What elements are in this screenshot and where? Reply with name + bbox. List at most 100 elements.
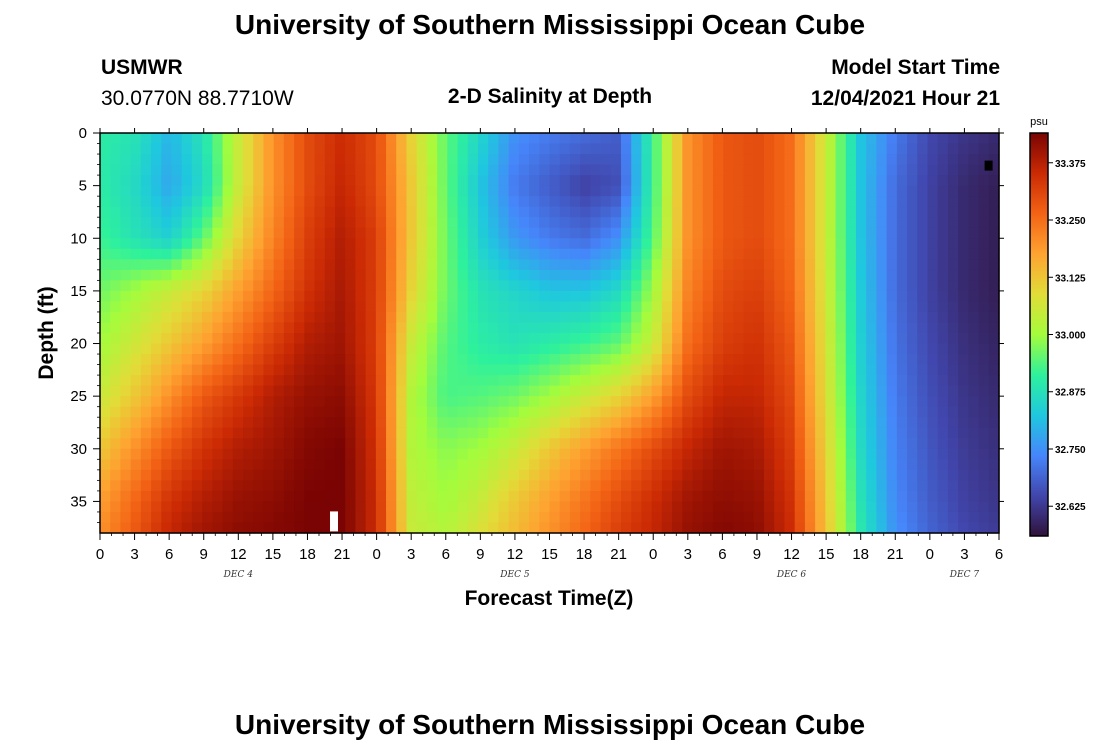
heatmap-cell — [794, 417, 806, 429]
heatmap-cell — [702, 469, 714, 481]
heatmap-cell — [835, 143, 847, 155]
heatmap-cell — [263, 164, 275, 176]
heatmap-cell — [682, 448, 694, 460]
heatmap-cell — [753, 227, 765, 239]
x-tick-label: 15 — [818, 546, 835, 563]
heatmap-cell — [692, 417, 704, 429]
heatmap-cell — [774, 511, 786, 524]
heatmap-cell — [733, 154, 745, 166]
heatmap-cell — [702, 311, 714, 324]
heatmap-cell — [978, 322, 990, 334]
heatmap-cell — [907, 385, 918, 397]
heatmap-cell — [508, 175, 520, 187]
heatmap-cell — [365, 501, 377, 513]
heatmap-cell — [876, 175, 888, 187]
heatmap-cell — [416, 396, 428, 408]
heatmap-cell — [712, 427, 724, 439]
heatmap-cell — [835, 227, 847, 239]
heatmap-cell — [733, 375, 745, 387]
heatmap-cell — [498, 290, 510, 303]
heatmap-cell — [304, 333, 316, 345]
heatmap-cell — [815, 511, 826, 524]
heatmap-cell — [263, 154, 275, 166]
heatmap-cell — [283, 501, 295, 513]
heatmap-cell — [253, 311, 265, 324]
heatmap-cell — [886, 417, 898, 429]
heatmap-cell — [130, 385, 142, 397]
heatmap-cell — [212, 396, 224, 408]
heatmap-cell — [917, 238, 929, 250]
heatmap-cell — [702, 364, 714, 376]
heatmap-cell — [457, 375, 469, 387]
heatmap-cell — [876, 133, 888, 145]
heatmap-cell — [804, 196, 816, 208]
heatmap-cell — [845, 490, 857, 503]
heatmap-cell — [283, 217, 295, 229]
heatmap-cell — [345, 501, 356, 513]
heatmap-cell — [426, 501, 438, 513]
heatmap-cell — [855, 238, 867, 250]
heatmap-cell — [161, 343, 173, 355]
heatmap-cell — [539, 406, 551, 418]
heatmap-cell — [294, 238, 305, 250]
heatmap-cell — [641, 280, 653, 292]
heatmap-cell — [140, 343, 152, 355]
heatmap-cell — [437, 154, 448, 166]
heatmap-cell — [978, 427, 990, 439]
heatmap-cell — [232, 269, 244, 281]
heatmap-cell — [253, 290, 265, 303]
heatmap-cell — [702, 248, 714, 260]
heatmap-cell — [815, 196, 826, 208]
heatmap-cell — [784, 333, 796, 345]
heatmap-cell — [467, 206, 479, 218]
heatmap-cell — [140, 364, 152, 376]
heatmap-cell — [477, 259, 489, 271]
heatmap-cell — [641, 469, 653, 481]
heatmap-cell — [723, 301, 734, 313]
heatmap-cell — [876, 511, 888, 524]
model-start-label: Model Start Time — [831, 56, 1000, 79]
heatmap-cell — [988, 480, 1000, 492]
heatmap-cell — [937, 227, 949, 239]
heatmap-cell — [580, 343, 591, 355]
heatmap-cell — [130, 248, 142, 260]
heatmap-cell — [682, 322, 694, 334]
heatmap-cell — [426, 248, 438, 260]
heatmap-cell — [907, 301, 918, 313]
heatmap-cell — [631, 185, 643, 197]
heatmap-cell — [304, 280, 316, 292]
heatmap-cell — [447, 154, 459, 166]
heatmap-cell — [539, 301, 551, 313]
heatmap-cell — [661, 417, 673, 429]
heatmap-cell — [263, 217, 275, 229]
heatmap-cell — [743, 385, 755, 397]
heatmap-cell — [978, 248, 990, 260]
heatmap-cell — [181, 311, 193, 324]
heatmap-cell — [631, 375, 643, 387]
heatmap-cell — [314, 290, 326, 303]
heatmap-cell — [181, 238, 193, 250]
heatmap-cell — [457, 343, 469, 355]
heatmap-cell — [590, 490, 602, 503]
heatmap-cell — [590, 459, 602, 471]
heatmap-cell — [978, 259, 990, 271]
heatmap-cell — [447, 511, 459, 524]
heatmap-cell — [815, 301, 826, 313]
heatmap-cell — [559, 501, 571, 513]
heatmap-cell — [365, 280, 377, 292]
heatmap-cell — [753, 333, 765, 345]
heatmap-cell — [590, 206, 602, 218]
heatmap-cell — [212, 311, 224, 324]
heatmap-cell — [774, 396, 786, 408]
heatmap-cell — [232, 217, 244, 229]
station-id: USMWR — [101, 56, 183, 79]
heatmap-cell — [426, 385, 438, 397]
heatmap-cell — [610, 480, 622, 492]
heatmap-cell — [927, 143, 939, 155]
heatmap-cell — [641, 427, 653, 439]
heatmap-cell — [406, 364, 418, 376]
heatmap-cell — [539, 385, 551, 397]
heatmap-cell — [294, 248, 305, 260]
heatmap-cell — [191, 459, 203, 471]
heatmap-cell — [692, 511, 704, 524]
